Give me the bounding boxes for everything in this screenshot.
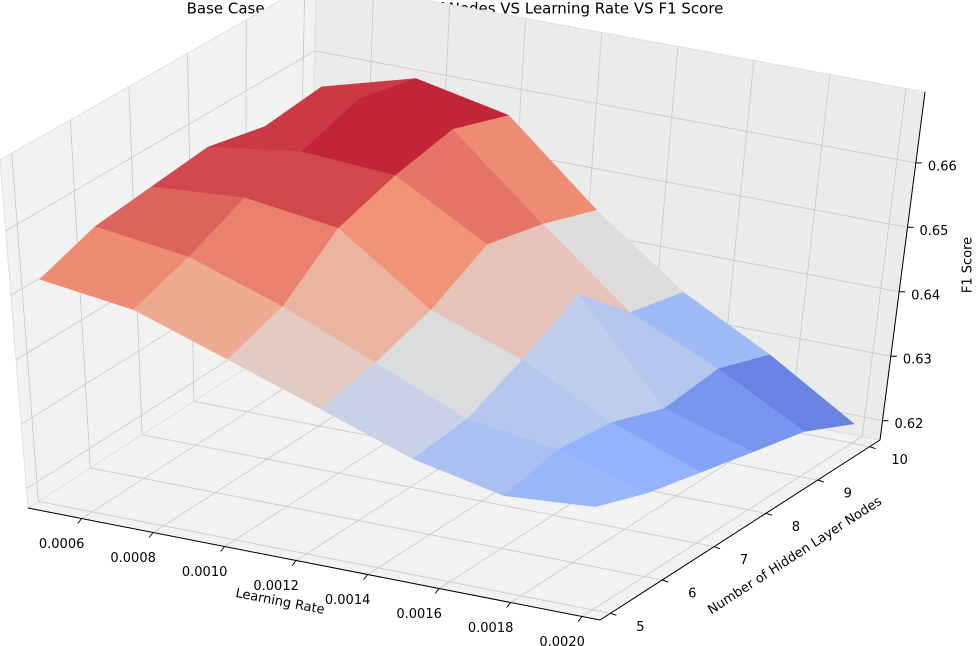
grid-line (861, 88, 907, 437)
x-tick (506, 602, 512, 608)
x-tick (77, 518, 83, 524)
grid-line (790, 74, 831, 423)
y-tick (765, 512, 773, 516)
x-tick-label: 0.0012 (253, 579, 299, 594)
y-tick (662, 579, 669, 583)
grid-line (69, 119, 91, 469)
y-tick-label: 9 (844, 487, 852, 502)
y-tick (713, 546, 721, 550)
x-tick-label: 0.0010 (182, 565, 228, 580)
z-tick-label: 0.63 (903, 353, 932, 368)
y-tick (817, 479, 824, 483)
z-tick-label: 0.66 (928, 159, 957, 174)
x-axis-line (27, 507, 601, 621)
y-tick-label: 8 (792, 520, 800, 535)
y-tick (610, 612, 617, 616)
x-tick-label: 0.0008 (110, 551, 156, 566)
x-tick (148, 532, 154, 538)
z-axis-label: F1 Score (961, 237, 976, 293)
y-tick (869, 446, 876, 450)
x-tick (291, 560, 297, 566)
y-tick-label: 6 (688, 587, 696, 602)
grid-line (314, 50, 916, 164)
grid-line (38, 500, 611, 614)
x-tick-label: 0.0018 (468, 621, 514, 636)
z-tick-label: 0.65 (920, 224, 949, 239)
y-tick-label: 5 (636, 620, 644, 635)
x-tick (220, 546, 226, 552)
z-tick-label: 0.64 (911, 288, 940, 303)
y-tick-label: 7 (740, 553, 748, 568)
z-axis-line (879, 91, 926, 441)
grid-line (90, 467, 663, 581)
x-tick-label: 0.0006 (39, 537, 85, 552)
y-axis-line (599, 439, 881, 621)
grid-line (5, 50, 315, 232)
x-tick-label: 0.0014 (325, 593, 371, 608)
grid-line (11, 153, 39, 502)
x-tick-label: 0.0020 (539, 635, 585, 646)
grid-line (581, 436, 863, 617)
grid-line (141, 434, 715, 548)
x-tick (363, 574, 369, 580)
x-tick (434, 588, 440, 594)
y-tick-label: 10 (891, 453, 908, 468)
x-tick (577, 616, 583, 622)
surface-facet (503, 449, 649, 507)
x-tick-label: 0.0016 (396, 607, 442, 622)
z-tick-label: 0.62 (895, 417, 924, 432)
